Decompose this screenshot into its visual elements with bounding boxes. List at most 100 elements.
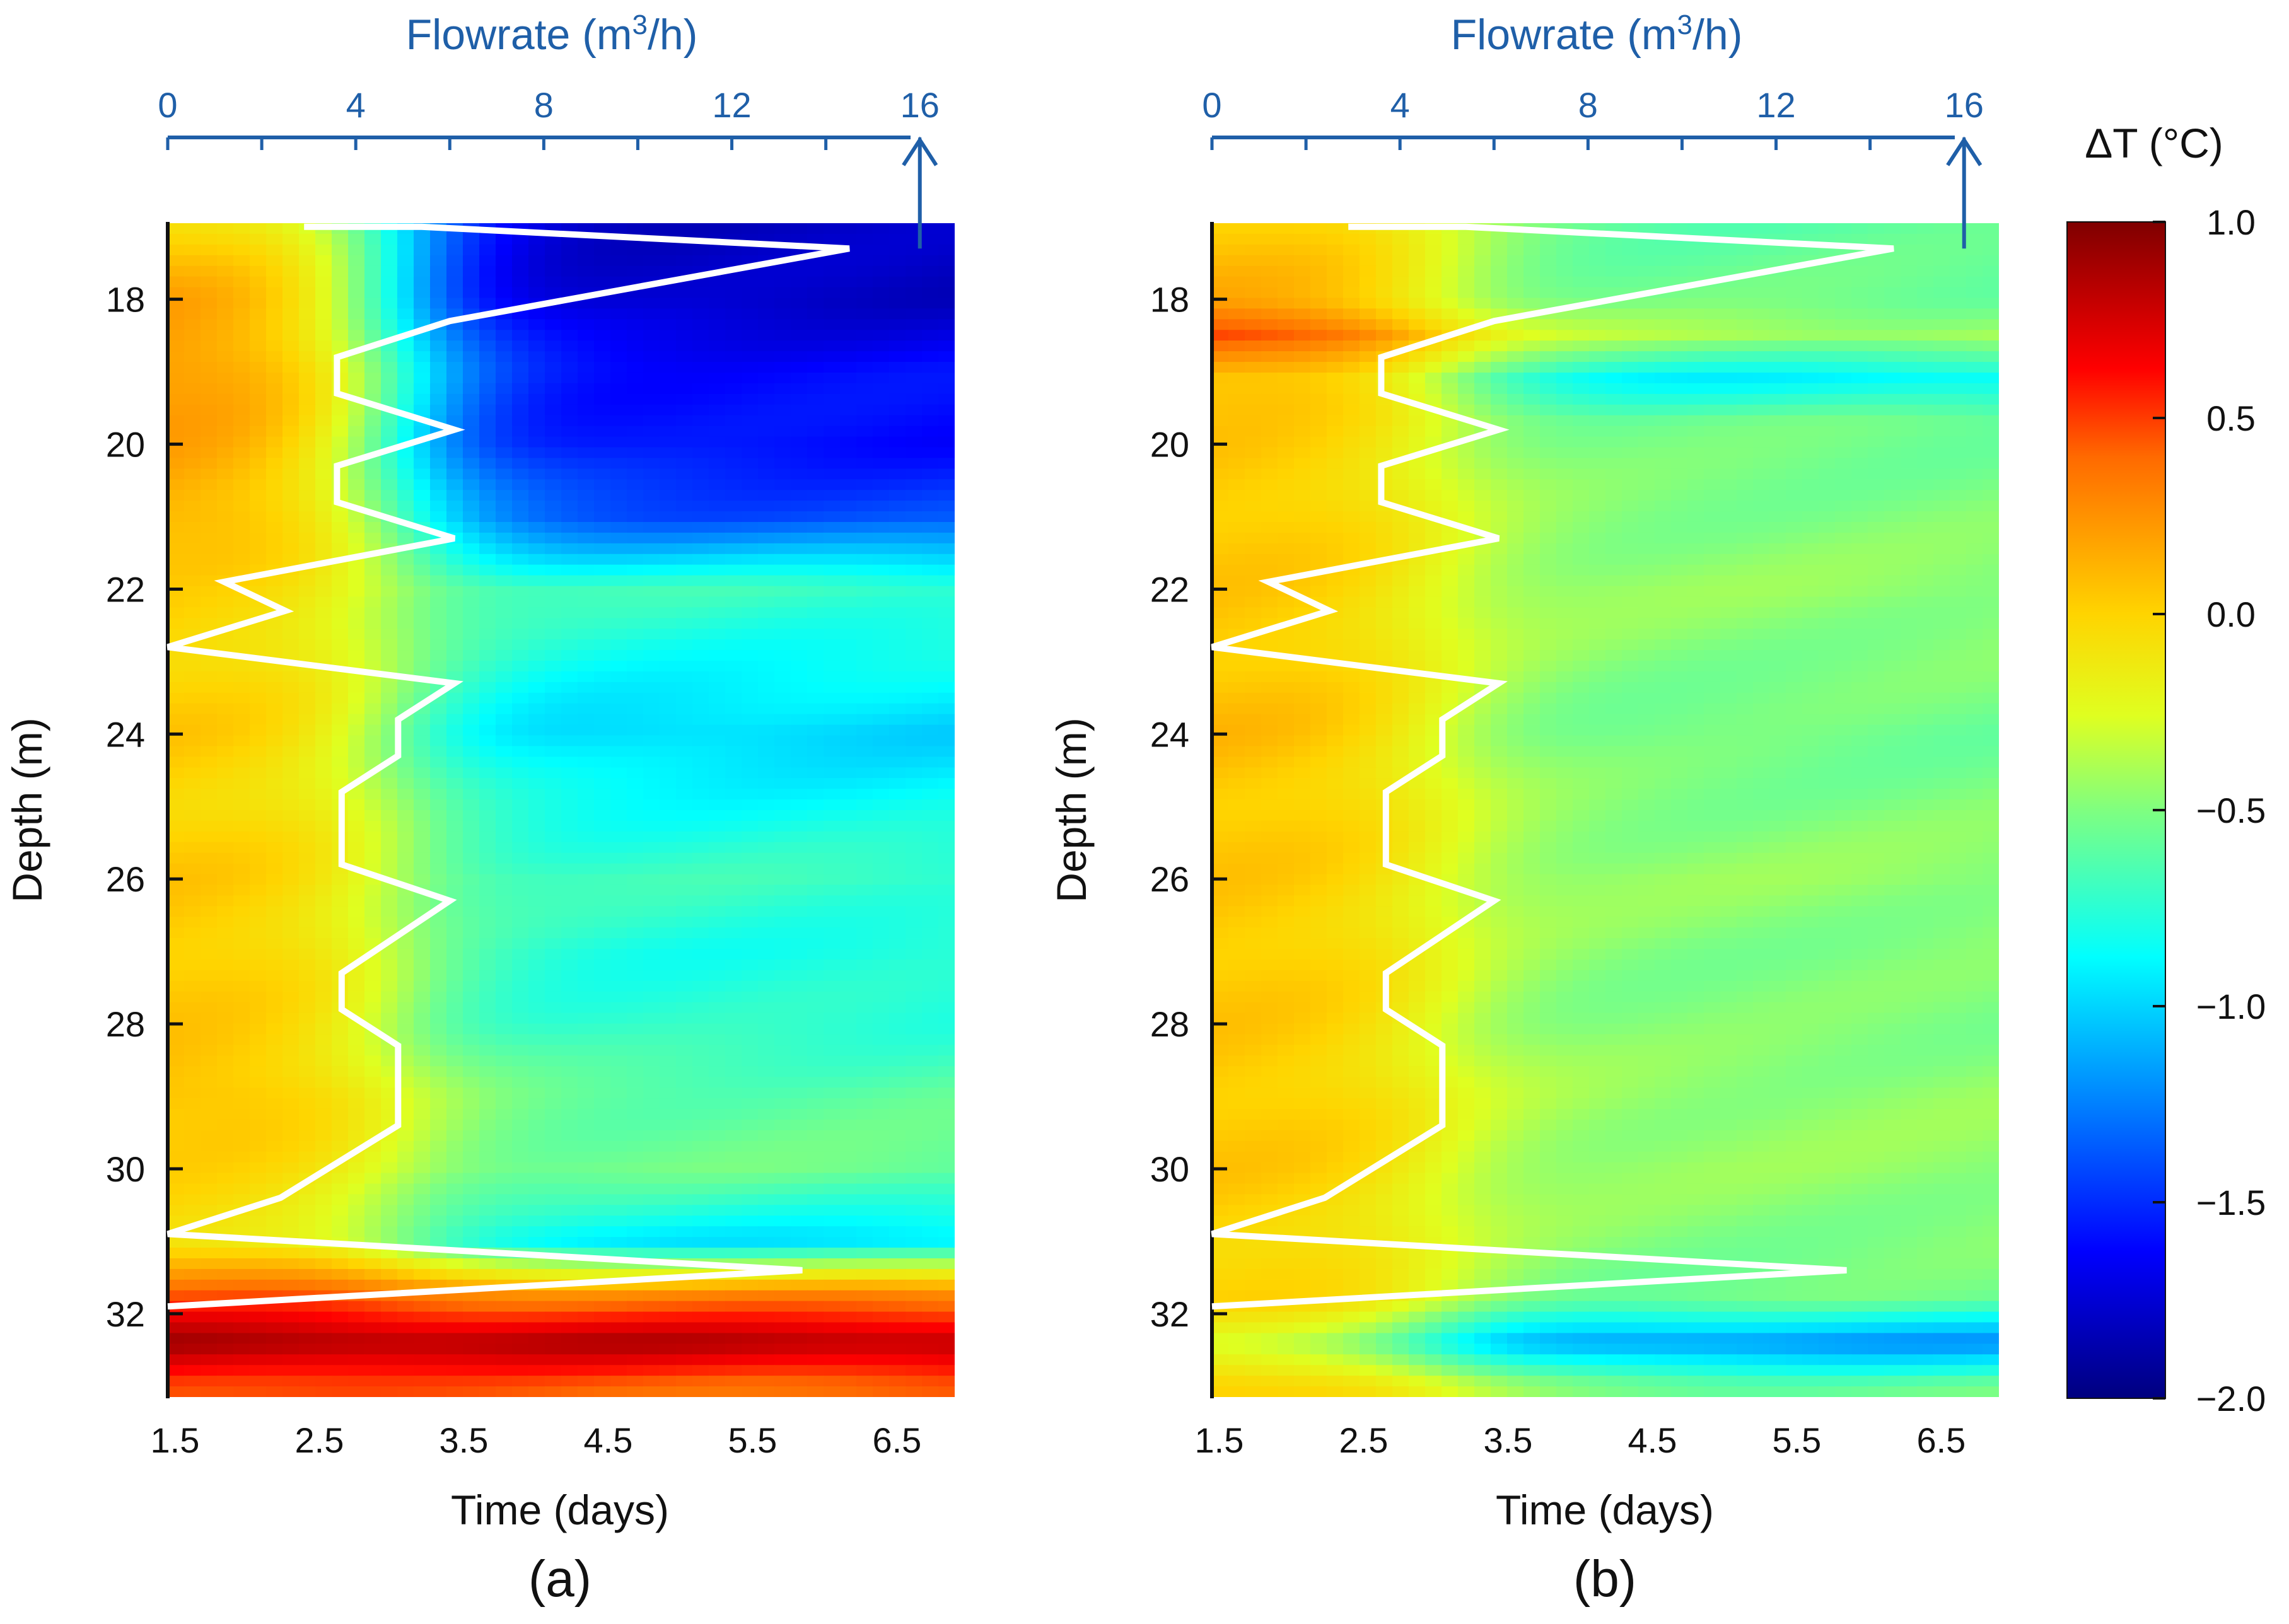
heat-cell: [807, 223, 824, 235]
heat-cell: [758, 949, 775, 960]
heat-cell: [332, 671, 349, 683]
heat-cell: [250, 404, 267, 416]
heat-cell: [496, 970, 513, 982]
heat-cell: [692, 714, 709, 726]
heat-cell: [315, 735, 332, 747]
heat-cell: [938, 917, 955, 928]
heat-cell: [643, 778, 660, 789]
heat-cell: [807, 490, 824, 501]
heat-cell: [774, 1023, 791, 1035]
heat-cell: [348, 810, 365, 821]
heat-cell: [266, 778, 283, 789]
heat-cell: [184, 607, 201, 619]
heat-cell: [430, 351, 447, 362]
heat-cell: [397, 970, 414, 982]
heat-cell: [643, 372, 660, 384]
heat-cell: [201, 1045, 218, 1057]
heat-cell: [610, 938, 627, 949]
heat-cell: [250, 1162, 267, 1174]
heat-cell: [184, 1173, 201, 1185]
heat-cell: [528, 1215, 545, 1227]
heat-cell: [791, 1162, 808, 1174]
heat-cell: [299, 1258, 316, 1270]
heat-cell: [889, 1173, 906, 1185]
heat-cell: [873, 287, 890, 299]
heat-cell: [184, 1183, 201, 1195]
heat-cell: [414, 1012, 431, 1024]
heat-cell: [233, 1226, 250, 1238]
heat-cell: [889, 810, 906, 821]
heat-cell: [315, 308, 332, 320]
heat-cell: [709, 1322, 726, 1334]
heat-cell: [414, 447, 431, 459]
heat-cell: [791, 1322, 808, 1334]
heat-cell: [758, 789, 775, 800]
heat-cell: [856, 1268, 873, 1280]
heat-cell: [184, 1002, 201, 1014]
heat-cell: [381, 1055, 398, 1067]
heat-cell: [528, 906, 545, 918]
heat-cell: [250, 895, 267, 907]
heat-cell: [840, 1108, 857, 1120]
heat-cell: [217, 927, 234, 939]
heat-cell: [938, 757, 955, 768]
heat-cell: [594, 1268, 611, 1280]
heat-cell: [758, 479, 775, 490]
heat-cell: [742, 1311, 759, 1323]
heat-cell: [397, 980, 414, 992]
heat-cell: [545, 778, 562, 789]
heat-cell: [364, 1258, 382, 1270]
heat-cell: [889, 671, 906, 683]
heat-cell: [742, 1098, 759, 1110]
heat-cell: [282, 949, 300, 960]
heat-cell: [774, 287, 791, 299]
heat-cell: [692, 308, 709, 320]
heat-cell: [381, 362, 398, 373]
heat-cell: [512, 265, 529, 277]
heat-cell: [709, 959, 726, 971]
heat-cell: [643, 991, 660, 1003]
heat-cell: [201, 895, 218, 907]
heat-cell: [758, 458, 775, 470]
heat-cell: [840, 1140, 857, 1152]
heat-cell: [282, 757, 300, 768]
heat-cell: [446, 874, 463, 886]
heat-cell: [233, 629, 250, 640]
heat-cell: [364, 532, 382, 544]
heat-cell: [742, 1140, 759, 1152]
heat-cell: [660, 436, 677, 448]
heat-cell: [578, 703, 595, 715]
heat-cell: [348, 362, 365, 373]
heat-cell: [479, 1002, 496, 1014]
heat-cell: [561, 970, 578, 982]
heat-cell: [332, 1140, 349, 1152]
heat-cell: [381, 820, 398, 832]
heat-cell: [824, 757, 841, 768]
heat-cell: [463, 661, 480, 672]
heat-cell: [381, 1088, 398, 1099]
heat-cell: [758, 490, 775, 501]
heat-cell: [856, 532, 873, 544]
heat-cell: [397, 799, 414, 811]
heat-cell: [692, 927, 709, 939]
heat-cell: [299, 757, 316, 768]
heat-cell: [627, 596, 644, 608]
heat-cell: [364, 991, 382, 1003]
heat-cell: [282, 1279, 300, 1291]
heat-cell: [430, 1311, 447, 1323]
heat-cell: [725, 244, 742, 256]
heat-cell: [725, 927, 742, 939]
heat-cell: [725, 895, 742, 907]
heat-cell: [348, 596, 365, 608]
heat-cell: [807, 479, 824, 490]
heat-cell: [414, 298, 431, 310]
heat-cell: [463, 874, 480, 886]
heat-cell: [758, 629, 775, 640]
heat-cell: [348, 1226, 365, 1238]
heat-cell: [676, 564, 693, 576]
heat-cell: [807, 1194, 824, 1206]
heat-cell: [709, 799, 726, 811]
heat-cell: [856, 661, 873, 672]
heat-cell: [889, 501, 906, 512]
heat-cell: [446, 778, 463, 789]
